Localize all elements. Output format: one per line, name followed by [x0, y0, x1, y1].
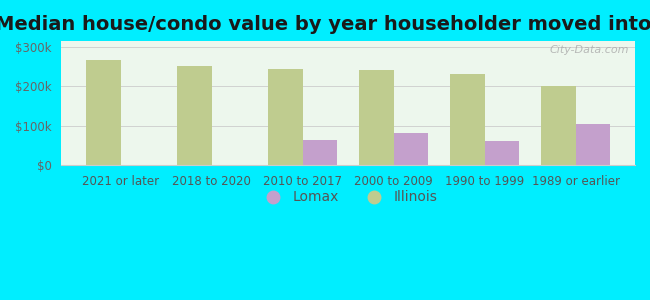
Title: Median house/condo value by year householder moved into unit: Median house/condo value by year househo…	[0, 15, 650, 34]
Bar	[86, 60, 120, 165]
Bar	[485, 141, 519, 165]
Text: City-Data.com: City-Data.com	[550, 45, 629, 55]
Bar	[394, 134, 428, 165]
Legend: Lomax, Illinois: Lomax, Illinois	[254, 185, 443, 210]
Bar	[576, 124, 610, 165]
Bar	[303, 140, 337, 165]
Bar	[450, 74, 485, 165]
Bar	[359, 70, 394, 165]
Bar	[268, 69, 303, 165]
Bar	[541, 86, 576, 165]
Bar	[177, 66, 212, 165]
